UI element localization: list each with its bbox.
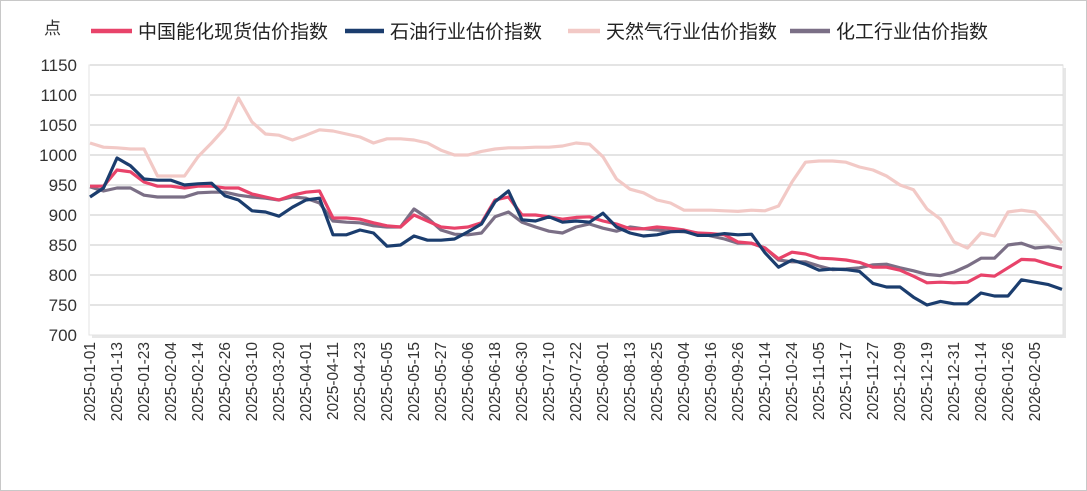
series-line-2 — [89, 96, 1064, 250]
x-tick-label: 2025-01-23 — [136, 342, 153, 421]
legend: 中国能化现货估价指数 石油行业估价指数 天然气行业估价指数 化工行业估价指数 — [91, 21, 988, 43]
y-tick-label: 700 — [49, 326, 77, 345]
x-tick-label: 2026-01-26 — [1000, 342, 1017, 421]
x-tick-label: 2025-08-01 — [595, 342, 612, 421]
x-tick-label: 2025-11-05 — [811, 342, 828, 420]
x-tick-label: 2025-05-27 — [433, 342, 450, 421]
x-tick-label: 2025-10-14 — [757, 342, 774, 422]
series-line-1 — [89, 156, 1063, 307]
x-tick-label: 2025-12-31 — [946, 342, 963, 421]
x-tick-label: 2025-07-10 — [541, 342, 558, 422]
x-tick-label: 2025-09-26 — [730, 342, 747, 421]
x-tick-label: 2025-08-25 — [649, 342, 666, 421]
legend-label-1: 石油行业估价指数 — [390, 21, 542, 43]
y-axis: 700 750 800 850 900 950 1000 1050 1100 1150 — [39, 56, 77, 345]
y-tick-label: 750 — [49, 296, 77, 315]
x-tick-label: 2025-05-05 — [379, 342, 396, 421]
x-tick-label: 2025-07-22 — [568, 342, 585, 421]
x-tick-label: 2025-10-24 — [784, 342, 801, 422]
y-tick-label: 900 — [49, 206, 77, 225]
x-tick-label: 2025-04-11 — [325, 342, 342, 420]
y-tick-label: 1150 — [40, 56, 77, 75]
x-tick-label: 2025-11-27 — [865, 342, 882, 420]
x-tick-label: 2025-02-04 — [163, 342, 180, 422]
x-tick-label: 2025-04-23 — [352, 342, 369, 421]
x-tick-label: 2025-12-09 — [892, 342, 909, 421]
x-tick-label: 2025-04-01 — [298, 342, 315, 421]
x-tick-label: 2025-06-30 — [514, 342, 531, 422]
x-tick-label: 2026-01-14 — [973, 342, 990, 422]
y-tick-label: 950 — [49, 176, 77, 195]
y-tick-label: 1100 — [40, 86, 77, 105]
plot-area — [88, 64, 1064, 336]
x-tick-label: 2026-02-05 — [1027, 342, 1044, 421]
x-tick-label: 2025-01-01 — [82, 342, 99, 421]
series-line-3 — [89, 185, 1063, 278]
x-tick-label: 2025-03-10 — [244, 342, 261, 422]
x-tick-label: 2025-02-14 — [190, 342, 207, 422]
x-tick-label: 2025-09-16 — [703, 342, 720, 421]
x-tick-label: 2025-02-26 — [217, 342, 234, 421]
x-tick-label: 2025-05-15 — [406, 342, 423, 421]
y-tick-label: 1050 — [39, 116, 77, 135]
x-axis: 2025-01-01 2025-01-13 2025-01-23 2025-02-04… — [82, 342, 1044, 422]
x-tick-label: 2025-09-04 — [676, 342, 693, 422]
x-tick-label: 2025-11-17 — [838, 342, 855, 420]
x-tick-label: 2025-06-18 — [487, 342, 504, 421]
x-tick-label: 2025-12-19 — [919, 342, 936, 421]
y-axis-unit-label: 点 — [44, 19, 61, 38]
legend-label-0: 中国能化现货估价指数 — [138, 21, 328, 43]
y-tick-label: 850 — [49, 236, 77, 255]
x-tick-label: 2025-08-13 — [622, 342, 639, 421]
y-tick-label: 800 — [49, 266, 77, 285]
y-tick-label: 1000 — [39, 146, 77, 165]
series-lines — [89, 96, 1064, 307]
x-tick-label: 2025-06-06 — [460, 342, 477, 421]
x-tick-label: 2025-03-20 — [271, 342, 288, 422]
series-line-0 — [90, 168, 1063, 285]
legend-label-3: 化工行业估价指数 — [836, 21, 988, 43]
x-tick-label: 2025-01-13 — [109, 342, 126, 421]
legend-label-2: 天然气行业估价指数 — [606, 21, 777, 43]
